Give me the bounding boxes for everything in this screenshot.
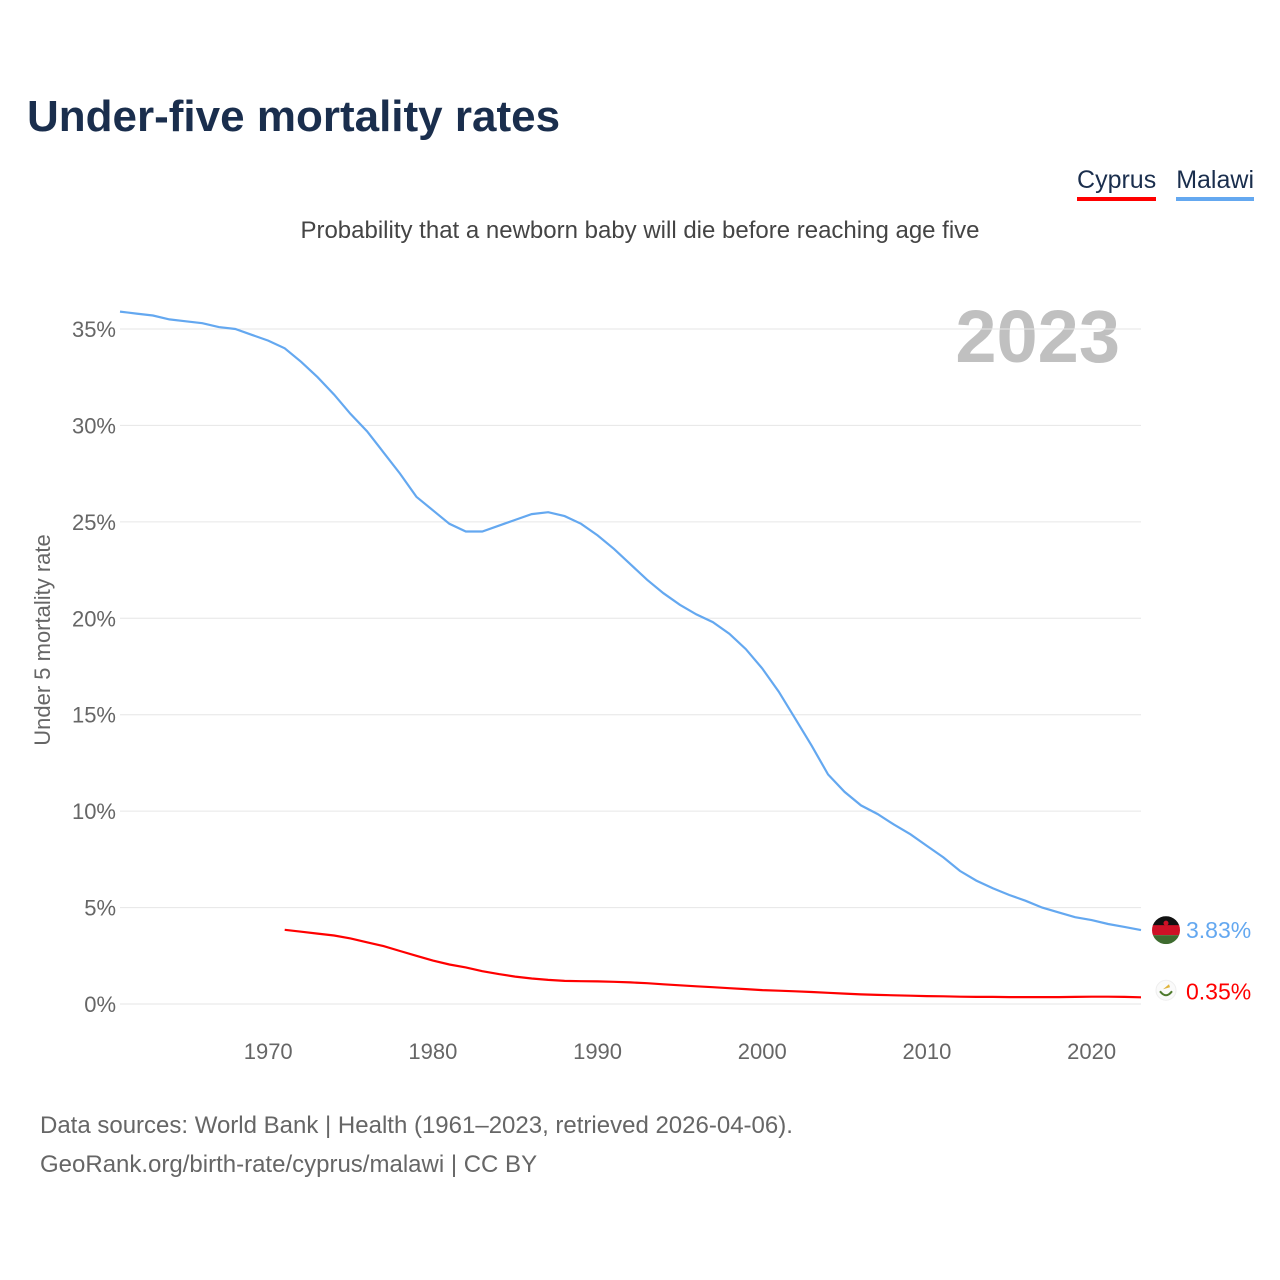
cyprus-flag-map (1163, 984, 1170, 990)
x-tick-label: 2010 (902, 1039, 951, 1064)
cyprus-flag-branches (1159, 990, 1173, 997)
x-tick-label: 2020 (1067, 1039, 1116, 1064)
series-line-malawi (119, 310, 1142, 932)
y-tick-label: 5% (84, 896, 116, 921)
y-tick-label: 35% (72, 317, 116, 342)
legend-cyprus[interactable]: Cyprus (1077, 166, 1157, 201)
chart-subtitle: Probability that a newborn baby will die… (300, 217, 980, 244)
chart-title: Under-five mortality rates (27, 92, 561, 141)
y-tick-label: 0% (84, 992, 116, 1017)
y-tick-label: 30% (72, 413, 116, 438)
x-tick-label: 1990 (573, 1039, 622, 1064)
y-tick-label: 10% (72, 799, 116, 824)
malawi-flag-icon (1152, 916, 1180, 945)
end-label-malawi: 3.83% (1186, 917, 1251, 943)
y-tick-label: 25% (72, 510, 116, 535)
series-line-cyprus (284, 928, 1142, 999)
footer: Data sources: World Bank | Health (1961–… (40, 1106, 793, 1184)
cyprus-flag-icon (1155, 979, 1177, 1001)
footer-source: Data sources: World Bank | Health (1961–… (40, 1112, 793, 1139)
x-tick-label: 2000 (738, 1039, 787, 1064)
y-tick-label: 20% (72, 606, 116, 631)
legend-malawi[interactable]: Malawi (1176, 166, 1254, 201)
legend: Cyprus Malawi (1077, 166, 1254, 201)
footer-link[interactable]: GeoRank.org/birth-rate/cyprus/malawi | C… (40, 1151, 538, 1178)
x-tick-label: 1980 (408, 1039, 457, 1064)
year-label: 2023 (955, 295, 1120, 378)
y-tick-label: 15% (72, 703, 116, 728)
y-axis-label: Under 5 mortality rate (30, 534, 55, 746)
end-label-cyprus: 0.35% (1186, 978, 1251, 1004)
x-tick-label: 1970 (244, 1039, 293, 1064)
